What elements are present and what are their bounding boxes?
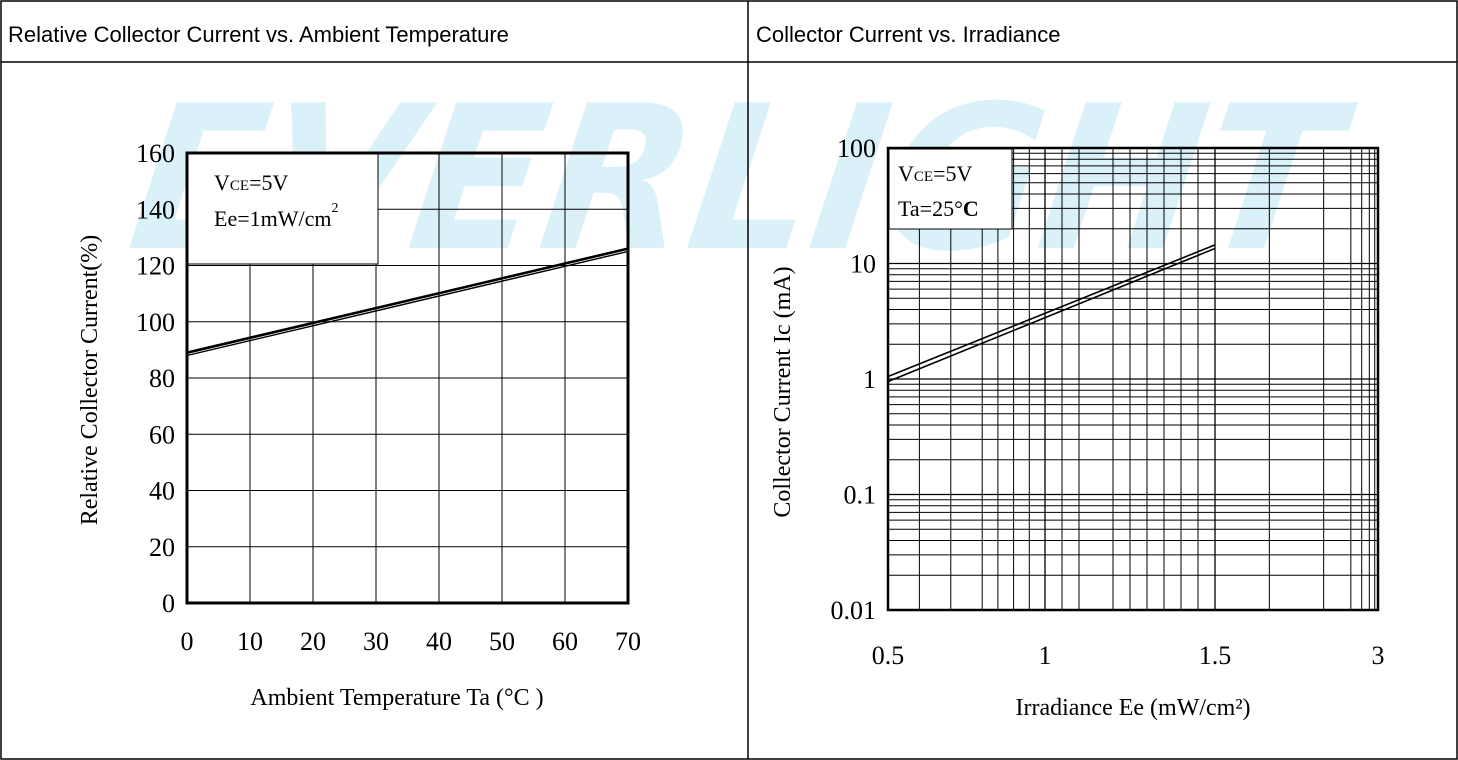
temperature-x-tick-label: 30 — [363, 627, 389, 656]
temperature-y-tick-label: 100 — [136, 308, 175, 337]
irradiance-chart: 0.01 0.1 1 10 100 0.5 1 1.5 3 VCE=5V Ta=25°C Co… — [770, 134, 1385, 721]
irradiance-x-tick-label: 1.5 — [1199, 641, 1232, 670]
temperature-chart-y-axis-label: Relative Collector Current(%) — [77, 235, 103, 526]
temperature-x-tick-label: 70 — [615, 627, 641, 656]
temperature-chart-legend-box — [187, 153, 379, 265]
temperature-chart-x-axis-label: Ambient Temperature Ta (°C ) — [250, 685, 543, 711]
irradiance-y-tick-label: 0.1 — [844, 481, 877, 510]
irradiance-series-line-0 — [887, 244, 1216, 378]
irradiance-series-line-1 — [887, 247, 1216, 383]
temperature-y-tick-label: 80 — [149, 364, 175, 393]
temperature-x-tick-label: 10 — [237, 627, 263, 656]
temperature-y-tick-label: 160 — [136, 139, 175, 168]
temperature-chart-condition-vce: VCE=5V — [214, 170, 288, 195]
temperature-x-tick-label: 60 — [552, 627, 578, 656]
irradiance-chart-x-axis-label: Irradiance Ee (mW/cm²) — [1015, 695, 1250, 721]
temperature-y-tick-label: 20 — [149, 533, 175, 562]
temperature-chart-frame — [185, 151, 630, 605]
temperature-chart-series — [186, 247, 629, 357]
temperature-x-tick-label: 50 — [489, 627, 515, 656]
temperature-x-tick-label: 40 — [426, 627, 452, 656]
temperature-series-line-0 — [186, 247, 629, 354]
temperature-y-tick-label: 40 — [149, 477, 175, 506]
irradiance-y-tick-label: 100 — [837, 134, 876, 163]
temperature-chart-y-ticks: 0 20 40 60 80 100 120 140 160 — [136, 139, 175, 618]
temperature-y-tick-label: 60 — [149, 420, 175, 449]
irradiance-chart-x-ticks: 0.5 1 1.5 3 — [872, 641, 1385, 670]
temperature-y-tick-label: 0 — [162, 589, 175, 618]
irradiance-y-tick-label: 0.01 — [831, 596, 877, 625]
irradiance-x-tick-label: 0.5 — [872, 641, 905, 670]
temperature-chart-condition-ee: Ee=1mW/cm2 — [214, 201, 338, 231]
irradiance-x-tick-label: 1 — [1039, 641, 1052, 670]
temperature-y-tick-label: 120 — [136, 252, 175, 281]
irradiance-y-tick-label: 10 — [850, 250, 876, 279]
right-panel-title: Collector Current vs. Irradiance — [756, 22, 1060, 47]
irradiance-chart-condition-vce: VCE=5V — [898, 161, 972, 186]
temperature-series-line-1 — [186, 250, 629, 357]
irradiance-chart-frame — [886, 146, 1380, 612]
irradiance-chart-legend-box — [888, 148, 1013, 230]
irradiance-chart-condition-ta: Ta=25°C — [898, 196, 979, 221]
temperature-x-tick-label: 0 — [181, 627, 194, 656]
irradiance-x-tick-label: 3 — [1372, 641, 1385, 670]
temperature-chart-x-ticks: 0 10 20 30 40 50 60 70 — [181, 627, 642, 656]
irradiance-chart-series — [887, 244, 1216, 383]
temperature-chart: 0 20 40 60 80 100 120 140 160 0 10 20 30 40 50 60 70 VC… — [77, 139, 641, 711]
irradiance-chart-y-ticks: 0.01 0.1 1 10 100 — [831, 134, 877, 625]
temperature-y-tick-label: 140 — [136, 195, 175, 224]
left-panel-title: Relative Collector Current vs. Ambient T… — [8, 22, 509, 47]
irradiance-y-tick-label: 1 — [863, 365, 876, 394]
irradiance-chart-y-axis-label: Collector Current Ic (mA) — [770, 266, 796, 517]
temperature-x-tick-label: 20 — [300, 627, 326, 656]
